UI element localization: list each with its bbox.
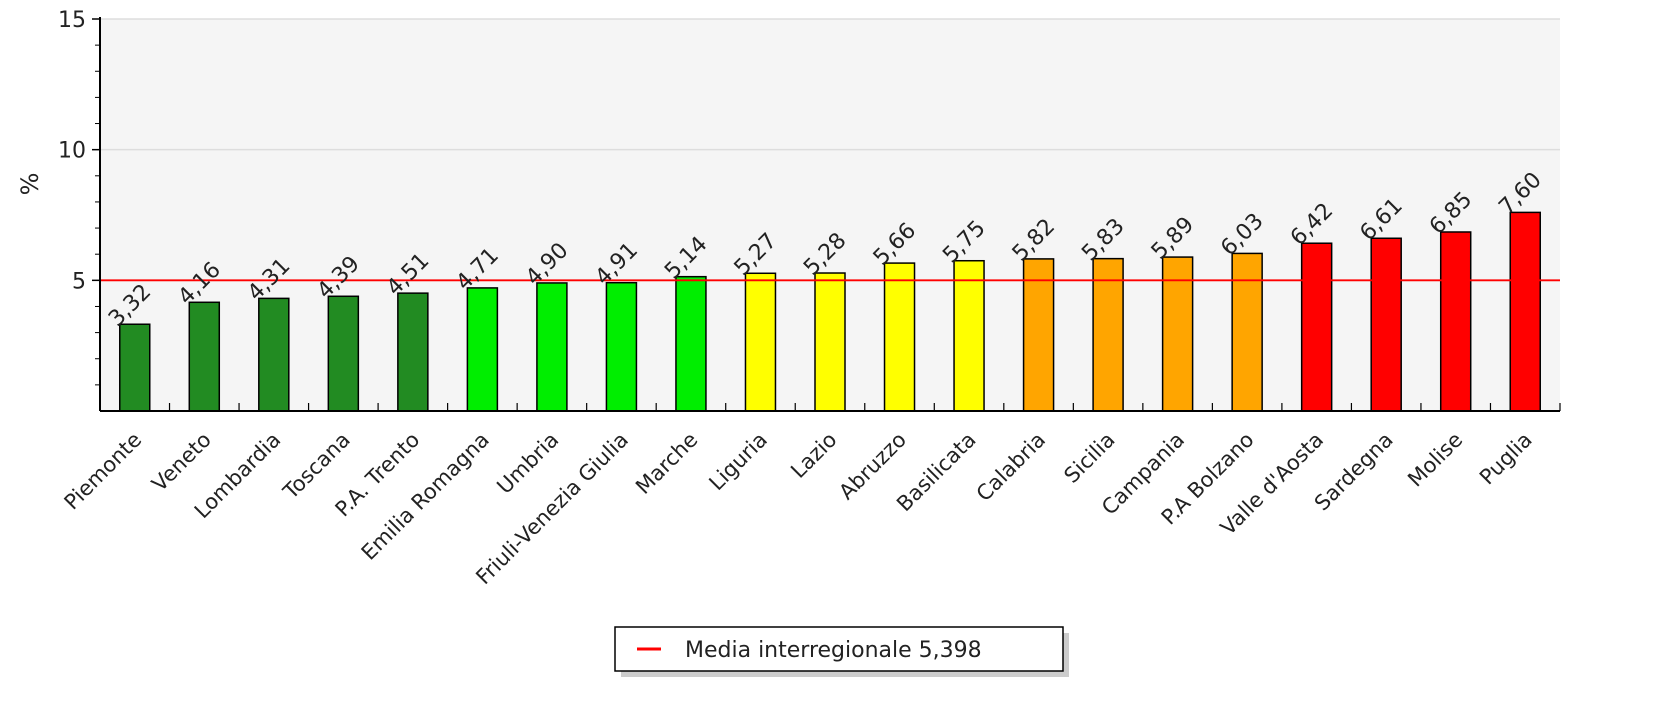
y-tick-label: 10 [58,139,86,164]
axes: 5 10 15 [58,8,1561,412]
bar [1439,231,1472,412]
bar [605,281,638,412]
bar [327,295,360,412]
category-label: Marche [631,428,702,499]
bar [883,262,916,412]
bar [1231,252,1263,412]
legend-entry: Media interregionale 5,398 [685,638,982,663]
bar [1092,257,1124,412]
legend: Media interregionale 5,398 [614,626,1069,677]
bar [744,272,777,412]
bar [536,282,568,412]
legend-box [614,626,1064,672]
bar [466,287,499,412]
category-label: Lazio [786,428,841,483]
bars [119,211,1541,412]
bar [1509,211,1541,412]
y-tick-label: 15 [58,8,86,33]
bar [675,275,707,412]
bar [814,272,846,412]
bar [258,297,290,412]
category-label: Puglia [1475,428,1537,490]
category-label: Molise [1403,428,1467,492]
category-label: Calabria [972,428,1050,506]
bar [953,259,985,412]
category-label: Piemonte [60,428,147,515]
bar [188,301,221,412]
bar [119,323,151,412]
y-tick-label: 5 [72,269,86,294]
bar [1370,237,1402,412]
y-axis-title: % [16,173,44,196]
category-label: Umbria [492,428,563,499]
bar [397,292,429,412]
bar [1161,256,1194,412]
category-label: Sicilia [1059,428,1119,488]
bar [1300,242,1333,412]
bar [1022,258,1055,412]
category-label: Liguria [704,428,772,496]
category-label: Veneto [147,428,216,497]
category-label: Emilia Romagna [357,428,494,565]
